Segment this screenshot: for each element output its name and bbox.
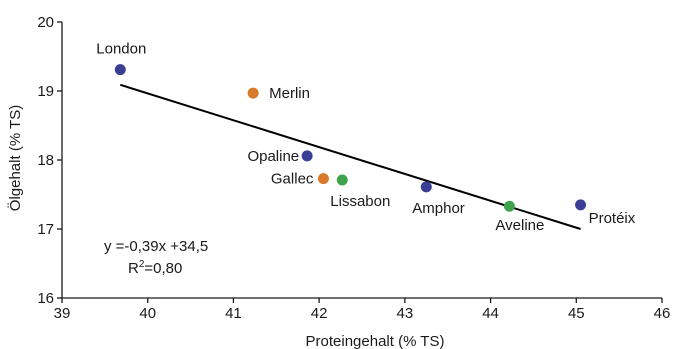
- r-squared: R2=0,80: [128, 259, 182, 277]
- data-point: [503, 200, 515, 212]
- y-tick-label: 17: [37, 221, 54, 238]
- trend-line: [119, 83, 581, 230]
- regression-equation: y =-0,39x +34,5: [104, 238, 208, 255]
- point-label: London: [96, 41, 146, 58]
- x-axis-ticks: 39 40 41 42 43 44 45 46: [54, 298, 671, 322]
- x-tick-label: 46: [654, 305, 671, 322]
- y-tick-label: 19: [37, 83, 54, 100]
- y-tick-label: 16: [37, 290, 54, 307]
- x-tick-label: 42: [311, 305, 328, 322]
- point-label: Protéix: [589, 210, 636, 227]
- data-point: [114, 64, 126, 76]
- data-point: [301, 150, 313, 162]
- y-tick-label: 18: [37, 152, 54, 169]
- point-label: Aveline: [495, 217, 544, 234]
- x-tick-label: 45: [568, 305, 585, 322]
- x-tick-label: 43: [397, 305, 414, 322]
- point-labels: London Merlin Opaline Gallec Lissabon Amphor A…: [96, 41, 635, 235]
- data-point: [336, 174, 348, 186]
- point-label: Gallec: [271, 171, 314, 188]
- point-label: Amphor: [412, 200, 465, 217]
- data-point: [317, 173, 329, 185]
- x-tick-label: 39: [54, 305, 71, 322]
- x-tick-label: 41: [225, 305, 242, 322]
- data-point: [420, 181, 432, 193]
- x-axis-title: Proteingehalt (% TS): [306, 333, 445, 349]
- x-tick-label: 44: [482, 305, 499, 322]
- point-label: Opaline: [247, 148, 299, 165]
- x-tick-label: 40: [139, 305, 156, 322]
- y-tick-label: 20: [37, 14, 54, 31]
- y-axis-title: Ölgehalt (% TS): [6, 105, 24, 211]
- data-points: [114, 64, 587, 212]
- point-label: Merlin: [269, 85, 310, 102]
- point-label: Lissabon: [330, 193, 390, 210]
- data-point: [247, 87, 259, 99]
- y-axis-ticks: 16 17 18 19 20: [37, 14, 62, 307]
- data-point: [575, 199, 587, 211]
